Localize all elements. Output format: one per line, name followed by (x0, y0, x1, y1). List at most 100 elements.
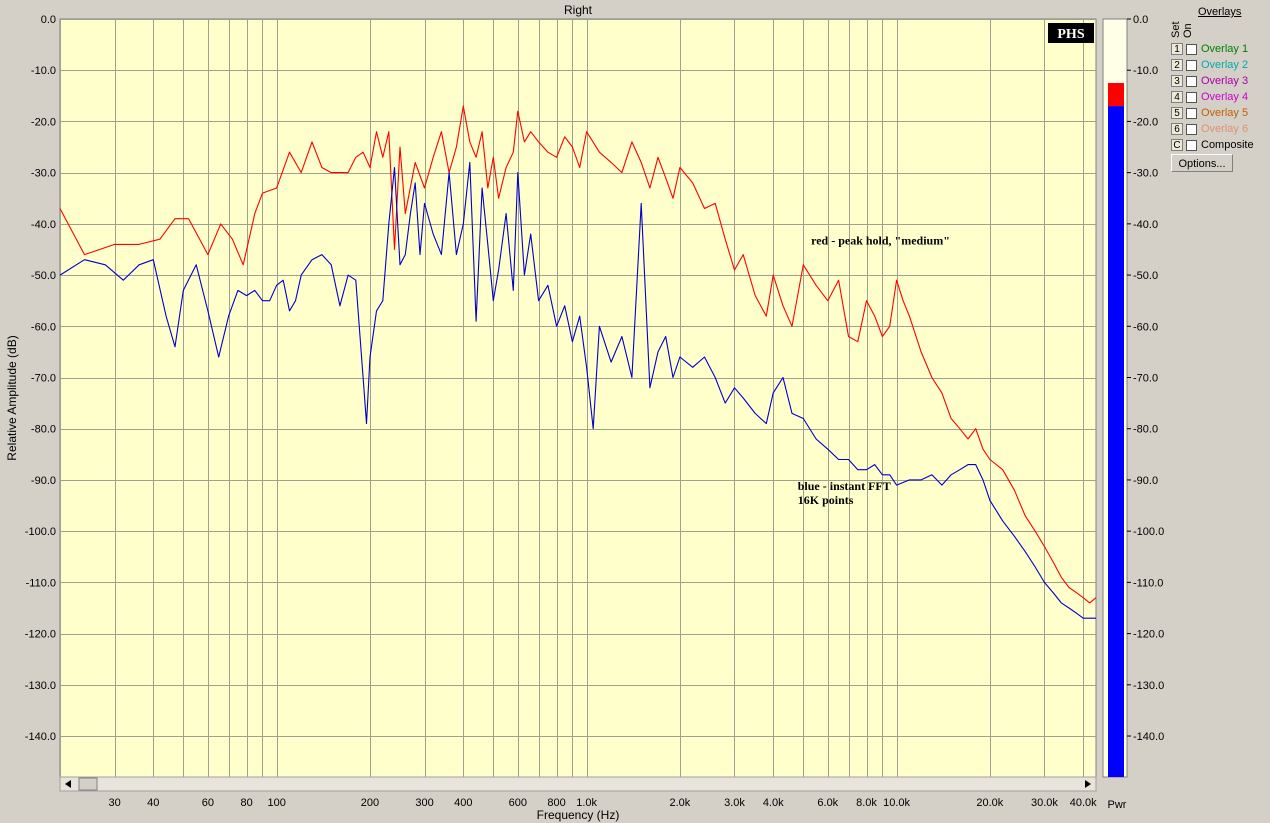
annotation-text: blue - instant FFT (798, 479, 891, 493)
series-peak-hold-line (59, 105, 1097, 604)
power-level-bar (1108, 106, 1124, 777)
options-button[interactable]: Options... (1171, 154, 1233, 172)
x-axis-label: Frequency (Hz) (537, 808, 620, 822)
x-tick-label: 600 (509, 797, 527, 809)
power-scale-label: -10.0 (1133, 65, 1158, 77)
grid (60, 19, 1096, 777)
annotation-text: red - peak hold, "medium" (811, 233, 950, 247)
overlay-label: Overlay 1 (1201, 43, 1249, 55)
y-tick-label: -80.0 (31, 424, 56, 436)
overlay-label: Composite (1201, 139, 1254, 151)
overlay-set-button[interactable]: 2 (1171, 59, 1183, 71)
y-tick-label: -20.0 (31, 116, 56, 128)
power-scale-label: -110.0 (1133, 577, 1163, 589)
overlay-set-button[interactable]: 3 (1171, 75, 1183, 87)
x-tick-label: 1.0k (576, 797, 597, 809)
x-tick-label: 30 (108, 797, 120, 809)
set-column-header: Set (1170, 21, 1182, 38)
overlay-label: Overlay 5 (1201, 107, 1249, 119)
overlay-row: 2 Overlay 2 (1171, 57, 1248, 73)
overlay-set-button[interactable]: 5 (1171, 107, 1183, 119)
overlays-panel: Overlays Set On 1 Overlay 1 2 Overlay 2 3 Ove… (1168, 0, 1270, 180)
y-tick-label: -140.0 (25, 731, 56, 743)
chart-title: Right (564, 3, 593, 17)
y-tick-label: -110.0 (26, 577, 56, 589)
x-tick-label: 200 (361, 797, 379, 809)
y-tick-label: -90.0 (31, 475, 56, 487)
power-scale-label: -50.0 (1133, 270, 1158, 282)
power-scale-label: -100.0 (1133, 526, 1164, 538)
annotation-text: 16K points (798, 493, 854, 507)
overlay-set-button[interactable]: C (1171, 139, 1183, 151)
y-tick-label: -100.0 (25, 526, 56, 538)
x-tick-label: 4.0k (763, 797, 784, 809)
power-scale-label: -80.0 (1133, 424, 1158, 436)
series-instant-fft-line (59, 161, 1096, 619)
overlay-row: 1 Overlay 1 (1171, 41, 1248, 57)
power-scale-label: -120.0 (1133, 629, 1164, 641)
y-tick-label: -50.0 (31, 270, 56, 282)
scrollbar-thumb (78, 777, 98, 791)
overlay-on-checkbox[interactable] (1186, 75, 1197, 87)
y-tick-label: -70.0 (31, 373, 56, 385)
overlay-on-checkbox[interactable] (1186, 123, 1197, 135)
y-axis-label: Relative Amplitude (dB) (5, 335, 19, 460)
overlay-on-checkbox[interactable] (1186, 43, 1197, 55)
overlay-set-button[interactable]: 4 (1171, 91, 1183, 103)
plot-area (59, 18, 1097, 778)
overlay-label: Overlay 2 (1201, 59, 1249, 71)
power-scale-label: -90.0 (1133, 475, 1158, 487)
x-tick-label: 2.0k (670, 797, 691, 809)
overlay-on-checkbox[interactable] (1186, 107, 1197, 119)
x-tick-label: 30.0k (1031, 797, 1058, 809)
power-scale-label: -20.0 (1133, 116, 1158, 128)
x-tick-label: 40 (147, 797, 159, 809)
scroll-right-arrow-icon (1085, 780, 1091, 788)
power-meter-label: Pwr (1108, 799, 1127, 811)
x-tick-label: 400 (454, 797, 472, 809)
x-tick-label: 20.0k (976, 797, 1003, 809)
overlay-set-button[interactable]: 6 (1171, 123, 1183, 135)
x-tick-label: 80 (240, 797, 252, 809)
x-tick-label: 3.0k (724, 797, 745, 809)
power-scale-label: -140.0 (1133, 731, 1164, 743)
overlay-on-checkbox[interactable] (1186, 59, 1197, 71)
scroll-left-arrow-icon (65, 780, 71, 788)
on-column-header: On (1182, 23, 1194, 38)
x-tick-label: 800 (547, 797, 565, 809)
x-tick-label: 8.0k (856, 797, 877, 809)
x-tick-label: 10.0k (883, 797, 910, 809)
y-tick-label: -30.0 (31, 168, 56, 180)
overlay-label: Overlay 6 (1201, 123, 1249, 135)
power-peak-indicator (1108, 83, 1124, 107)
overlay-row: 3 Overlay 3 (1171, 73, 1248, 89)
y-tick-label: -60.0 (31, 321, 56, 333)
y-tick-label: -10.0 (31, 65, 56, 77)
power-scale-label: -70.0 (1133, 373, 1158, 385)
y-tick-label: -130.0 (25, 680, 56, 692)
power-scale-label: -30.0 (1133, 168, 1158, 180)
phs-logo-box (1048, 23, 1094, 43)
power-scale-label: -60.0 (1133, 321, 1158, 333)
x-tick-label: 300 (415, 797, 433, 809)
overlays-title: Overlays (1198, 6, 1242, 18)
overlay-row: 4 Overlay 4 (1171, 89, 1248, 105)
overlay-set-button[interactable]: 1 (1171, 43, 1183, 55)
y-tick-label: -120.0 (25, 629, 56, 641)
power-scale-label: -130.0 (1133, 680, 1164, 692)
x-tick-label: 40.0k (1070, 797, 1097, 809)
horizontal-scrollbar (59, 776, 1097, 792)
x-tick-label: 60 (202, 797, 214, 809)
x-tick-label: 6.0k (817, 797, 838, 809)
x-tick-label: 100 (267, 797, 285, 809)
overlay-row: 5 Overlay 5 (1171, 105, 1248, 121)
overlay-row: 6 Overlay 6 (1171, 121, 1248, 137)
overlay-label: Overlay 4 (1201, 91, 1249, 103)
power-scale-label: 0.0 (1133, 14, 1148, 26)
overlay-on-checkbox[interactable] (1186, 139, 1197, 151)
overlay-label: Overlay 3 (1201, 75, 1249, 87)
overlay-on-checkbox[interactable] (1186, 91, 1197, 103)
y-tick-label: 0.0 (41, 14, 56, 26)
